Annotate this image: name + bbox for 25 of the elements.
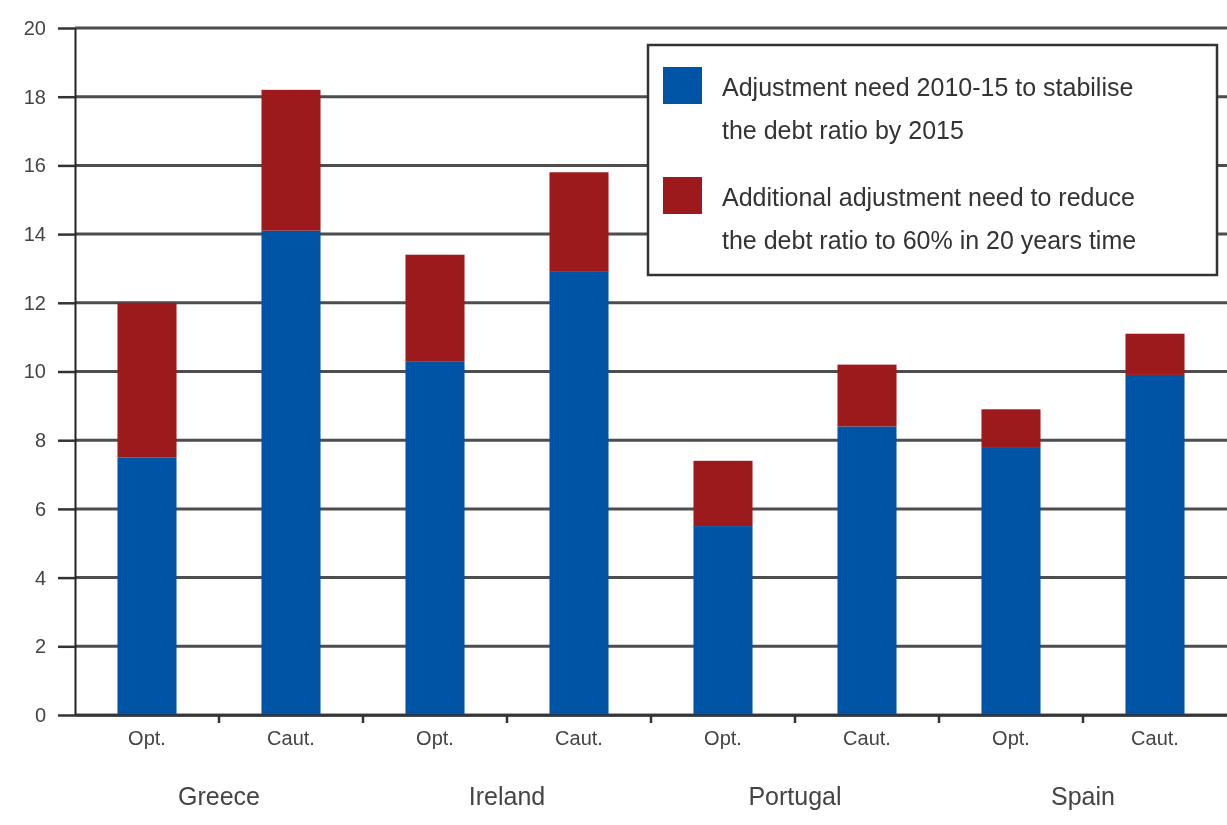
legend-label: Adjustment need 2010-15 to stabilise the debt ratio by 2015	[722, 73, 1134, 144]
x-tick-label: Opt.	[704, 727, 742, 750]
text: Spain	[1051, 782, 1115, 810]
y-tick-label: 8	[34, 429, 46, 452]
y-tick-label: 6	[34, 497, 46, 520]
x-tick-label: Caut.	[843, 727, 891, 750]
text: Portugal	[748, 782, 842, 810]
x-tick-label: Opt.	[128, 727, 166, 750]
x-tick-label: Caut.	[1131, 727, 1179, 750]
y-tick-label: 2	[34, 635, 46, 658]
x-tick-label: Caut.	[555, 727, 603, 750]
legend-label: Additional adjustment need to reduce the debt ratio to 60% in 20 years time	[722, 183, 1137, 254]
y-tick-label: 20	[23, 16, 46, 39]
y-tick-label: 0	[34, 703, 46, 726]
text: Ireland	[468, 782, 546, 810]
y-tick-label: 10	[23, 360, 46, 383]
y-tick-label: 14	[23, 223, 46, 245]
x-tick-label: Opt.	[992, 727, 1030, 750]
x-tick-label: Opt.	[416, 727, 454, 750]
y-tick-label: 16	[23, 154, 46, 177]
y-tick-label: 18	[23, 85, 46, 108]
y-tick-label: 4	[34, 566, 46, 589]
y-tick-label: 12	[23, 291, 46, 314]
text: Greece	[178, 782, 260, 810]
x-tick-label: Caut.	[267, 727, 315, 750]
